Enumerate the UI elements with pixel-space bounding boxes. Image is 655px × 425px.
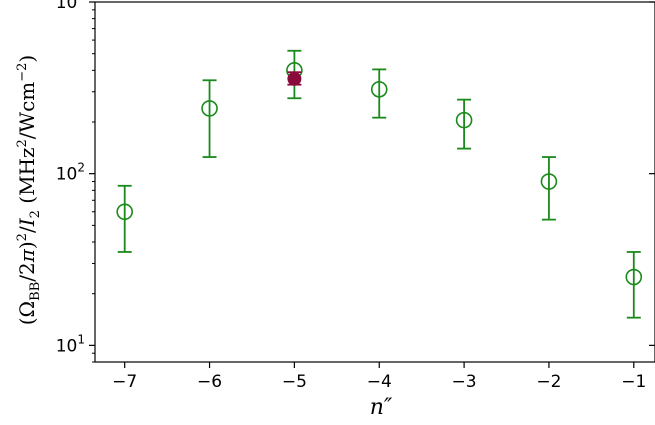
data-point (116, 203, 133, 221)
data-point (625, 268, 643, 286)
y-axis-label: (ΩBB/2π)2/I2 (MHz2/Wcm−2) (15, 55, 43, 326)
plot-frame (94, 1, 655, 363)
plot-border (94, 1, 655, 363)
x-tick-label: −2 (536, 372, 561, 392)
x-tick-label: −4 (367, 372, 392, 392)
y-tick-label: 102 (56, 161, 85, 185)
y-tick-label: 101 (56, 332, 85, 356)
data-point-filled (287, 71, 302, 86)
x-axis-label: n″ (370, 395, 393, 420)
x-tick-label: −5 (282, 372, 307, 392)
x-tick-label: −7 (112, 372, 137, 392)
y-axis-ticks: 101 102 103 (56, 0, 655, 363)
y-tick-label: 103 (56, 0, 85, 13)
data-point (370, 81, 388, 98)
x-axis-ticks: −7 −6 −5 −4 −3 −2 −1 (112, 362, 646, 392)
x-tick-label: −6 (197, 372, 222, 392)
data-point (540, 173, 558, 190)
data-point (455, 111, 473, 129)
data-marks (116, 49, 643, 319)
x-tick-label: −3 (452, 372, 477, 392)
data-point (201, 100, 218, 117)
x-tick-label: −1 (621, 372, 646, 392)
svg-text:(ΩBB/2π)2/I2 (MHz2/Wcm−2): (ΩBB/2π)2/I2 (MHz2/Wcm−2) (15, 55, 43, 326)
